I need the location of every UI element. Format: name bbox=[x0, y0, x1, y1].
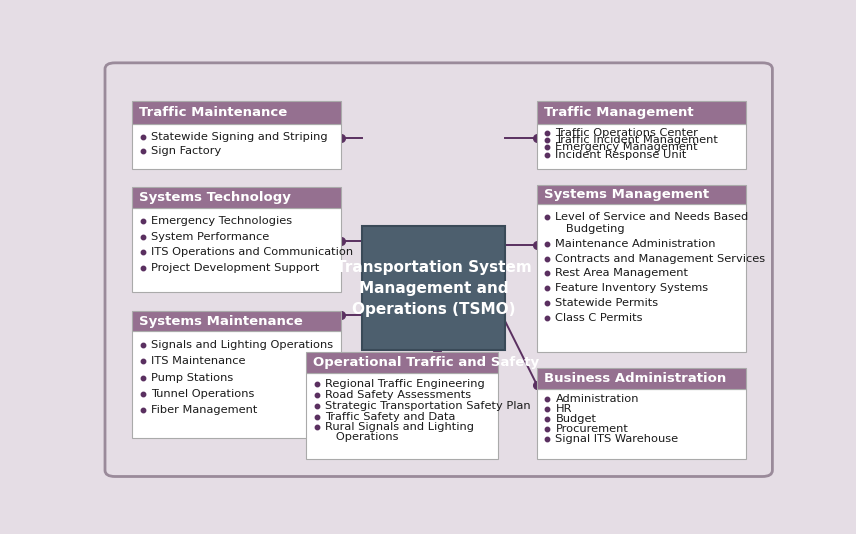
Text: Regional Traffic Engineering: Regional Traffic Engineering bbox=[324, 379, 484, 389]
Text: Pump Stations: Pump Stations bbox=[151, 373, 233, 382]
FancyBboxPatch shape bbox=[132, 124, 342, 169]
Text: Emergency Technologies: Emergency Technologies bbox=[151, 216, 292, 226]
FancyBboxPatch shape bbox=[132, 187, 342, 208]
Text: Traffic Safety and Data: Traffic Safety and Data bbox=[324, 412, 455, 421]
Text: HR: HR bbox=[556, 404, 572, 414]
Text: Traffic Maintenance: Traffic Maintenance bbox=[139, 106, 287, 119]
Text: Budgeting: Budgeting bbox=[556, 224, 625, 234]
Text: Traffic Incident Management: Traffic Incident Management bbox=[556, 135, 718, 145]
FancyBboxPatch shape bbox=[132, 331, 342, 438]
FancyBboxPatch shape bbox=[537, 124, 746, 169]
FancyBboxPatch shape bbox=[132, 101, 342, 124]
Text: Administration: Administration bbox=[556, 394, 639, 404]
Text: Procurement: Procurement bbox=[556, 425, 628, 434]
Text: Sign Factory: Sign Factory bbox=[151, 146, 221, 156]
Text: Incident Response Unit: Incident Response Unit bbox=[556, 150, 687, 160]
FancyBboxPatch shape bbox=[537, 185, 746, 204]
Text: ITS Operations and Communication: ITS Operations and Communication bbox=[151, 247, 353, 257]
FancyBboxPatch shape bbox=[537, 368, 746, 389]
Text: Road Safety Assessments: Road Safety Assessments bbox=[324, 390, 471, 400]
Text: Transportation System
Management and
Operations (TSMO): Transportation System Management and Ope… bbox=[336, 260, 532, 317]
Text: Systems Maintenance: Systems Maintenance bbox=[139, 315, 302, 327]
Text: Rest Area Management: Rest Area Management bbox=[556, 269, 688, 279]
Text: Systems Management: Systems Management bbox=[544, 188, 709, 201]
FancyBboxPatch shape bbox=[537, 101, 746, 124]
Text: Fiber Management: Fiber Management bbox=[151, 405, 257, 415]
FancyBboxPatch shape bbox=[362, 226, 505, 350]
Text: Contracts and Management Services: Contracts and Management Services bbox=[556, 254, 765, 264]
Text: Traffic Management: Traffic Management bbox=[544, 106, 693, 119]
Text: Project Development Support: Project Development Support bbox=[151, 263, 319, 273]
Text: Class C Permits: Class C Permits bbox=[556, 312, 643, 323]
FancyBboxPatch shape bbox=[132, 208, 342, 292]
Text: Statewide Signing and Striping: Statewide Signing and Striping bbox=[151, 132, 327, 142]
Text: Rural Signals and Lighting: Rural Signals and Lighting bbox=[324, 422, 473, 433]
Text: Level of Service and Needs Based: Level of Service and Needs Based bbox=[556, 212, 749, 222]
Text: Signals and Lighting Operations: Signals and Lighting Operations bbox=[151, 340, 333, 350]
Text: ITS Maintenance: ITS Maintenance bbox=[151, 356, 246, 366]
FancyBboxPatch shape bbox=[105, 63, 772, 476]
FancyBboxPatch shape bbox=[306, 352, 498, 373]
Text: Traffic Operations Center: Traffic Operations Center bbox=[556, 128, 698, 138]
Text: Systems Technology: Systems Technology bbox=[139, 191, 291, 204]
FancyBboxPatch shape bbox=[306, 373, 498, 459]
FancyBboxPatch shape bbox=[132, 311, 342, 331]
Text: Strategic Transportation Safety Plan: Strategic Transportation Safety Plan bbox=[324, 401, 530, 411]
FancyBboxPatch shape bbox=[537, 389, 746, 459]
Text: Tunnel Operations: Tunnel Operations bbox=[151, 389, 254, 399]
Text: Operations: Operations bbox=[324, 431, 398, 442]
Text: Statewide Permits: Statewide Permits bbox=[556, 298, 658, 308]
Text: Budget: Budget bbox=[556, 414, 597, 425]
Text: Signal ITS Warehouse: Signal ITS Warehouse bbox=[556, 434, 679, 444]
Text: Emergency Management: Emergency Management bbox=[556, 143, 698, 152]
FancyBboxPatch shape bbox=[537, 204, 746, 352]
Text: System Performance: System Performance bbox=[151, 232, 269, 242]
Text: Operational Traffic and Safety: Operational Traffic and Safety bbox=[312, 356, 538, 369]
Text: Business Administration: Business Administration bbox=[544, 372, 726, 385]
Text: Maintenance Administration: Maintenance Administration bbox=[556, 239, 716, 249]
Text: Feature Inventory Systems: Feature Inventory Systems bbox=[556, 283, 709, 293]
